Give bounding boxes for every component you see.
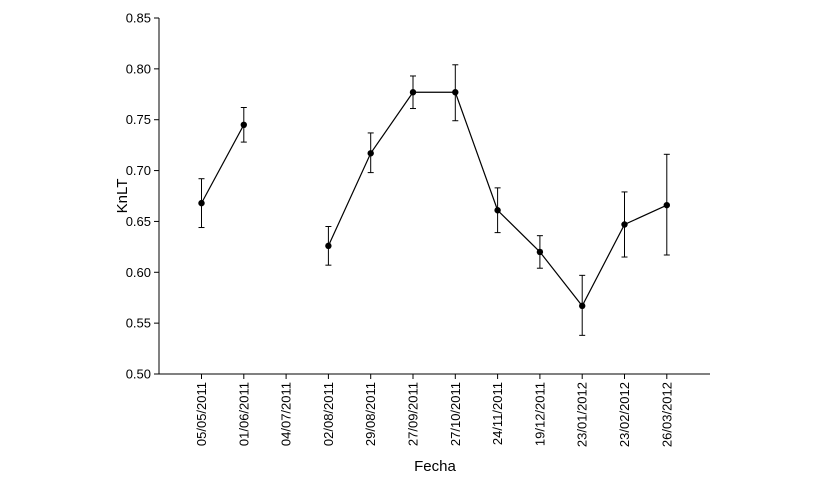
x-tick-label: 04/07/2011: [279, 382, 294, 446]
y-tick-label: 0.70: [126, 163, 151, 178]
data-point: [663, 201, 670, 209]
data-point: [621, 221, 628, 228]
series-line: [200, 124, 245, 204]
x-tick-label: 05/05/2011: [194, 382, 209, 446]
data-point: [325, 242, 332, 250]
plot-area: [198, 64, 670, 336]
x-tick-label: 23/02/2012: [617, 382, 632, 447]
x-axis: 05/05/2011 01/06/2011 04/07/2011 02/08/2011…: [159, 373, 710, 447]
data-point: [367, 150, 374, 157]
x-tick-label: 19/12/2011: [532, 382, 547, 446]
data-point: [452, 89, 459, 96]
data-point: [579, 302, 586, 310]
y-tick-label: 0.50: [126, 367, 151, 382]
data-point: [409, 89, 417, 96]
y-tick-label: 0.65: [126, 214, 151, 229]
data-point: [536, 248, 544, 256]
x-tick-label: 27/10/2011: [448, 382, 463, 446]
y-tick-label: 0.85: [126, 11, 151, 26]
data-point: [198, 199, 205, 207]
y-axis-label: KnLT: [114, 179, 131, 214]
x-tick-label: 23/01/2012: [575, 382, 590, 447]
data-point: [240, 121, 247, 128]
y-axis: 0.50 0.55 0.60 0.65 0.70 0.75 0.80 0.85: [126, 11, 160, 382]
x-tick-label: 01/06/2011: [236, 382, 251, 446]
x-tick-label: 29/08/2011: [363, 382, 378, 446]
y-tick-label: 0.75: [126, 112, 151, 127]
x-tick-label: 24/11/2011: [490, 382, 505, 445]
x-tick-label: 27/09/2011: [406, 382, 421, 446]
y-tick-label: 0.55: [126, 316, 151, 331]
y-tick-label: 0.60: [126, 265, 151, 280]
x-tick-label: 02/08/2011: [321, 382, 336, 446]
data-point: [494, 207, 501, 214]
y-tick-label: 0.80: [126, 61, 151, 76]
x-tick-label: 26/03/2012: [659, 382, 674, 447]
x-axis-label: Fecha: [414, 458, 456, 475]
